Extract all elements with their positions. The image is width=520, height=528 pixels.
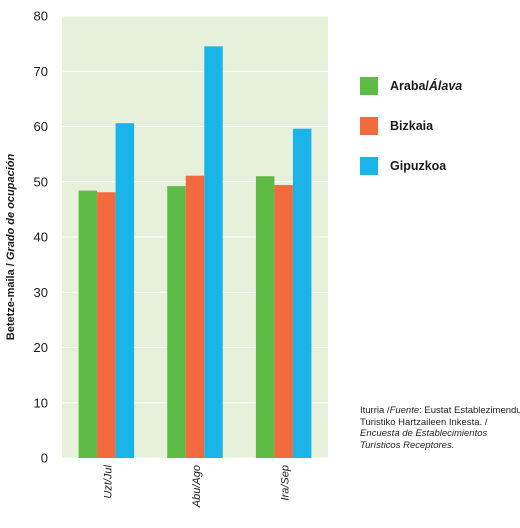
legend-label-gipuzkoa: Gipuzkoa — [390, 159, 447, 173]
y-tick-label: 50 — [34, 174, 48, 189]
legend-swatch-gipuzkoa — [360, 157, 378, 175]
bar — [255, 176, 275, 458]
y-tick-label: 10 — [34, 395, 48, 410]
legend: Araba/Álava Bizkaia Gipuzkoa — [360, 76, 462, 196]
legend-item-gipuzkoa: Gipuzkoa — [360, 156, 462, 176]
y-tick-label: 20 — [34, 340, 48, 355]
bar — [167, 186, 186, 459]
legend-swatch-araba — [360, 77, 378, 95]
y-axis-label-plain: Betetze-maila / — [5, 260, 17, 340]
y-tick-label: 40 — [34, 230, 48, 245]
bar — [292, 128, 312, 458]
legend-swatch-bizkaia — [360, 117, 378, 135]
y-axis-label-italic: Grado de ocupación — [5, 154, 17, 261]
source-text-1: Iturria / — [360, 405, 390, 416]
bar — [274, 185, 293, 458]
y-axis: 0 10 20 30 40 50 60 70 80 — [34, 9, 48, 466]
bar — [204, 46, 223, 458]
legend-label-bizkaia: Bizkaia — [390, 119, 434, 133]
y-tick-label: 30 — [34, 285, 48, 300]
bars — [78, 46, 312, 459]
bar — [97, 192, 116, 458]
y-tick-label: 60 — [34, 119, 48, 134]
legend-label-araba-plain: Araba/ — [390, 79, 429, 93]
source-text-2: Fuente — [389, 405, 420, 416]
bar — [78, 190, 98, 458]
x-tick-label: Abu/Ago — [191, 465, 203, 508]
legend-label-araba-italic: Álava — [428, 79, 463, 93]
x-tick-label: Ira/Sep — [280, 465, 292, 500]
bar — [115, 123, 135, 458]
source-text-3: : Eustat Establezimendu Turistiko Hartza… — [360, 405, 520, 428]
legend-label-araba: Araba/Álava — [390, 79, 462, 93]
legend-item-araba: Araba/Álava — [360, 76, 462, 96]
legend-item-bizkaia: Bizkaia — [360, 116, 462, 136]
source-note: Iturria /Fuente: Eustat Establezimendu T… — [360, 405, 520, 451]
y-axis-label: Betetze-maila / Grado de ocupación — [5, 154, 17, 341]
bar — [185, 175, 205, 459]
source-text-4: Encuesta de Establecimientos Turísticos … — [360, 428, 488, 451]
x-tick-label: Uzt/Jul — [102, 464, 114, 498]
y-tick-label: 70 — [34, 64, 48, 79]
y-tick-label: 0 — [41, 451, 48, 466]
y-tick-label: 80 — [34, 9, 48, 24]
x-axis: Uzt/Jul Abu/Ago Ira/Sep — [102, 464, 291, 508]
